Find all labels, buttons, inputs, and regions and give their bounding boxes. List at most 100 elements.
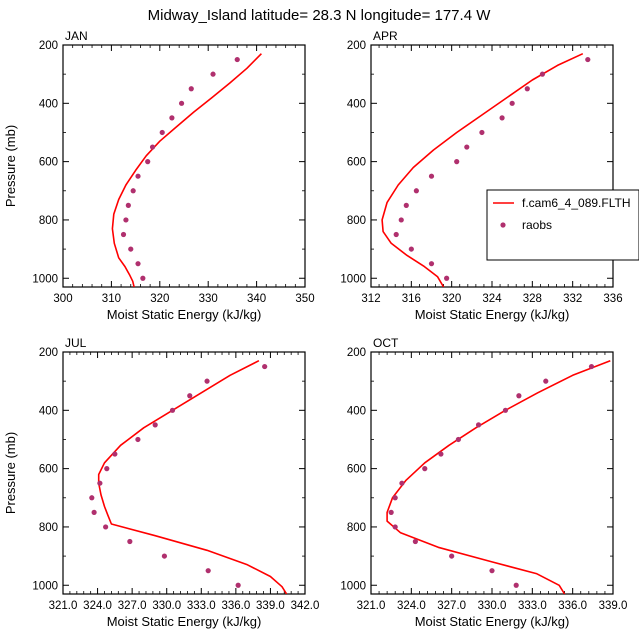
y-tick-label: 800 xyxy=(39,522,58,534)
raobs-point xyxy=(539,71,546,77)
raobs-point xyxy=(585,56,591,63)
raobs-point xyxy=(408,246,414,252)
model-profile-line xyxy=(381,52,584,287)
x-tick-label: 333.0 xyxy=(187,600,216,612)
figure-title: Midway_Island latitude= 28.3 N longitude… xyxy=(148,7,492,24)
y-tick-label: 400 xyxy=(39,98,58,110)
raobs-point xyxy=(543,378,549,384)
raobs-point xyxy=(205,568,211,574)
legend-label: f.cam6_4_089.FLTH xyxy=(522,196,631,210)
plot-frame xyxy=(62,351,306,595)
x-tick-label: 328 xyxy=(523,293,542,305)
raobs-point xyxy=(438,451,444,457)
x-tick-label: 327.0 xyxy=(437,600,466,612)
panel-jan: JAN 300 310 320 330 340 350 200 400 600 800 1000 Moi… xyxy=(3,29,315,322)
y-tick-label: 1000 xyxy=(32,273,58,285)
model-profile-line xyxy=(386,359,611,594)
y-tick-label: 800 xyxy=(39,215,58,227)
raobs-point xyxy=(128,246,134,252)
raobs-point xyxy=(428,173,435,179)
y-axis-label: Pressure (mb) xyxy=(3,432,18,514)
y-tick-label: 1000 xyxy=(32,580,58,592)
raobs-point xyxy=(112,451,118,457)
raobs-point xyxy=(135,261,141,267)
raobs-point xyxy=(455,436,461,443)
raobs-point xyxy=(428,261,435,267)
raobs-point xyxy=(135,173,141,179)
x-tick-label: 321.0 xyxy=(49,600,78,612)
x-tick-label: 310 xyxy=(102,293,121,305)
x-tick-label: 320 xyxy=(150,293,169,305)
raobs-point xyxy=(127,538,133,545)
raobs-point xyxy=(188,86,194,92)
x-tick-label: 330.0 xyxy=(478,600,507,612)
x-tick-label: 340 xyxy=(247,293,266,305)
x-tick-label: 320 xyxy=(442,293,461,305)
model-profile-line xyxy=(111,53,262,287)
raobs-point xyxy=(123,217,129,223)
legend-box xyxy=(486,189,639,261)
y-tick-label: 200 xyxy=(347,40,366,52)
raobs-point xyxy=(89,495,95,501)
x-tick-label: 327.0 xyxy=(118,600,147,612)
y-tick-label: 600 xyxy=(39,464,58,476)
raobs-point xyxy=(588,363,595,370)
panel-oct: OCT 321.0 324.0 327.0 330.0 333.0 336.0 339.0 20… xyxy=(340,336,627,629)
raobs-point xyxy=(392,495,398,501)
panel-title: JUL xyxy=(65,336,87,350)
raobs-point xyxy=(169,115,175,121)
x-tick-label: 330 xyxy=(199,293,218,305)
x-tick-label: 316 xyxy=(402,293,421,305)
raobs-point xyxy=(149,144,156,150)
x-tick-label: 330.0 xyxy=(152,600,181,612)
raobs-point xyxy=(187,393,193,399)
plot-frame xyxy=(62,44,306,288)
raobs-point xyxy=(140,275,146,281)
x-tick-label: 336 xyxy=(603,293,622,305)
raobs-point xyxy=(210,71,216,77)
x-axis-label: Moist Static Energy (kJ/kg) xyxy=(107,307,262,322)
y-axis-label: Pressure (mb) xyxy=(3,125,18,207)
raobs-point xyxy=(161,553,168,559)
raobs-point xyxy=(422,466,428,472)
panel-title: JAN xyxy=(65,29,88,43)
x-tick-label: 300 xyxy=(53,293,72,305)
panel-apr: APR 312 316 320 324 328 332 336 200 400 600 800 1000… xyxy=(340,29,622,322)
raobs-point xyxy=(475,422,482,428)
raobs-point xyxy=(91,509,97,515)
x-tick-label: 333.0 xyxy=(518,600,547,612)
legend-dot-swatch xyxy=(500,222,506,228)
raobs-point xyxy=(412,538,418,545)
raobs-point xyxy=(104,466,110,472)
panel-title: APR xyxy=(373,29,398,43)
x-tick-label: 324.0 xyxy=(397,600,426,612)
y-tick-label: 200 xyxy=(39,40,58,52)
x-axis-label: Moist Static Energy (kJ/kg) xyxy=(415,614,570,629)
raobs-point xyxy=(135,436,141,443)
raobs-point xyxy=(444,275,450,281)
legend-label: raobs xyxy=(522,218,552,232)
raobs-point xyxy=(103,524,109,530)
raobs-point xyxy=(399,480,405,486)
x-axis-label: Moist Static Energy (kJ/kg) xyxy=(415,307,570,322)
raobs-point xyxy=(120,231,127,238)
y-tick-label: 200 xyxy=(39,347,58,359)
x-tick-label: 324 xyxy=(482,293,502,305)
y-tick-label: 600 xyxy=(347,157,366,169)
raobs-point xyxy=(509,100,515,106)
raobs-point xyxy=(204,378,210,384)
x-tick-label: 336.0 xyxy=(558,600,587,612)
raobs-point xyxy=(393,231,399,238)
y-tick-label: 1000 xyxy=(340,273,366,285)
x-tick-label: 350 xyxy=(295,293,314,305)
x-tick-label: 324.0 xyxy=(83,600,112,612)
panel-title: OCT xyxy=(373,336,399,350)
panel-jul: JUL 321.0 324.0 327.0 330.0 333.0 336.0 339.0 34… xyxy=(3,336,319,629)
model-profile-line xyxy=(97,359,288,594)
raobs-point xyxy=(169,407,176,413)
raobs-point xyxy=(464,144,470,150)
raobs-point xyxy=(97,480,103,486)
y-tick-label: 800 xyxy=(347,522,366,534)
raobs-point xyxy=(178,100,185,106)
